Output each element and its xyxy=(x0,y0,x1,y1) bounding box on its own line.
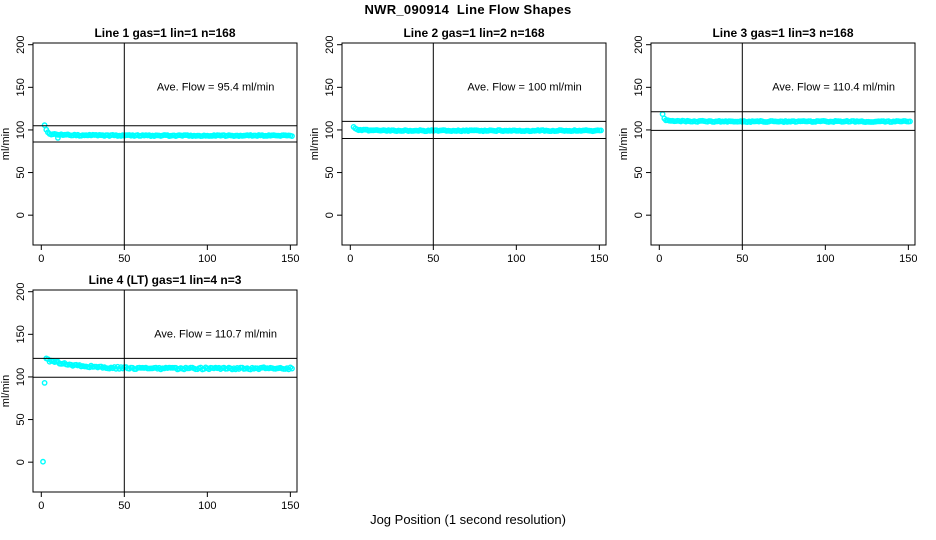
plot-box xyxy=(341,42,607,246)
svg-text:0: 0 xyxy=(324,212,336,218)
svg-text:200: 200 xyxy=(324,36,336,54)
plot-box xyxy=(32,42,298,246)
svg-text:150: 150 xyxy=(15,325,27,343)
svg-text:50: 50 xyxy=(15,166,27,178)
svg-text:50: 50 xyxy=(118,500,130,512)
subplot-title: Line 2 gas=1 lin=2 n=168 xyxy=(403,26,544,40)
svg-text:100: 100 xyxy=(198,500,216,512)
svg-text:200: 200 xyxy=(15,36,27,54)
svg-text:150: 150 xyxy=(590,253,608,265)
svg-text:100: 100 xyxy=(15,121,27,139)
x-axis: 0 50 100 150 xyxy=(347,245,609,265)
svg-text:150: 150 xyxy=(633,78,645,96)
svg-text:0: 0 xyxy=(38,253,44,265)
reference-lines xyxy=(33,290,297,492)
subplot-title: Line 1 gas=1 lin=1 n=168 xyxy=(94,26,235,40)
y-axis: 0 50 100 150 200 xyxy=(324,36,342,218)
y-axis-title: ml/min xyxy=(618,128,630,160)
svg-text:150: 150 xyxy=(15,78,27,96)
svg-text:100: 100 xyxy=(198,253,216,265)
svg-text:150: 150 xyxy=(899,253,917,265)
svg-text:150: 150 xyxy=(281,500,299,512)
svg-text:0: 0 xyxy=(15,212,27,218)
svg-text:0: 0 xyxy=(38,500,44,512)
reference-lines xyxy=(342,43,606,245)
svg-text:50: 50 xyxy=(118,253,130,265)
data-points-group xyxy=(41,122,295,141)
subplot-title: Line 3 gas=1 lin=3 n=168 xyxy=(712,26,853,40)
plot-box xyxy=(650,42,916,246)
svg-text:150: 150 xyxy=(281,253,299,265)
x-axis: 0 50 100 150 xyxy=(38,245,300,265)
y-axis: 0 50 100 150 200 xyxy=(15,283,33,465)
svg-text:50: 50 xyxy=(15,413,27,425)
y-axis-title: ml/min xyxy=(0,375,12,407)
reference-lines xyxy=(651,43,915,245)
svg-text:50: 50 xyxy=(324,166,336,178)
y-axis: 0 50 100 150 200 xyxy=(15,36,33,218)
data-points-group xyxy=(40,355,295,465)
svg-text:200: 200 xyxy=(633,36,645,54)
plot-box xyxy=(32,289,298,493)
x-axis: 0 50 100 150 xyxy=(656,245,918,265)
subplot-line1: Line 1 gas=1 lin=1 n=168 0 50 100 150 0 50 100 1… xyxy=(0,26,300,265)
figure-title: NWR_090914 Line Flow Shapes xyxy=(364,2,572,17)
svg-text:150: 150 xyxy=(324,78,336,96)
y-axis: 0 50 100 150 200 xyxy=(633,36,651,218)
svg-text:0: 0 xyxy=(633,212,645,218)
svg-text:100: 100 xyxy=(507,253,525,265)
ave-flow-annotation: Ave. Flow = 110.7 ml/min xyxy=(154,329,277,341)
y-axis-title: ml/min xyxy=(309,128,321,160)
data-points-group xyxy=(350,124,604,135)
subplot-title: Line 4 (LT) gas=1 lin=4 n=3 xyxy=(89,273,242,287)
subplot-line2: Line 2 gas=1 lin=2 n=168 0 50 100 150 0 50 100 1… xyxy=(309,26,609,265)
svg-text:50: 50 xyxy=(427,253,439,265)
subplot-line3: Line 3 gas=1 lin=3 n=168 0 50 100 150 0 50 100 1… xyxy=(618,26,918,265)
y-axis-title: ml/min xyxy=(0,128,12,160)
ave-flow-annotation: Ave. Flow = 110.4 ml/min xyxy=(772,82,895,94)
subplot-line4: Line 4 (LT) gas=1 lin=4 n=3 0 50 100 150 0 50 1… xyxy=(0,273,300,512)
svg-text:100: 100 xyxy=(324,121,336,139)
x-axis-label: Jog Position (1 second resolution) xyxy=(370,512,566,527)
svg-text:200: 200 xyxy=(15,283,27,301)
svg-text:50: 50 xyxy=(736,253,748,265)
svg-text:0: 0 xyxy=(15,459,27,465)
x-axis: 0 50 100 150 xyxy=(38,492,300,512)
svg-text:0: 0 xyxy=(347,253,353,265)
data-points-group xyxy=(659,111,913,126)
reference-lines xyxy=(33,43,297,245)
svg-text:100: 100 xyxy=(816,253,834,265)
ave-flow-annotation: Ave. Flow = 100 ml/min xyxy=(467,82,581,94)
svg-text:0: 0 xyxy=(656,253,662,265)
ave-flow-annotation: Ave. Flow = 95.4 ml/min xyxy=(157,82,274,94)
svg-text:100: 100 xyxy=(15,368,27,386)
svg-text:100: 100 xyxy=(633,121,645,139)
svg-text:50: 50 xyxy=(633,166,645,178)
